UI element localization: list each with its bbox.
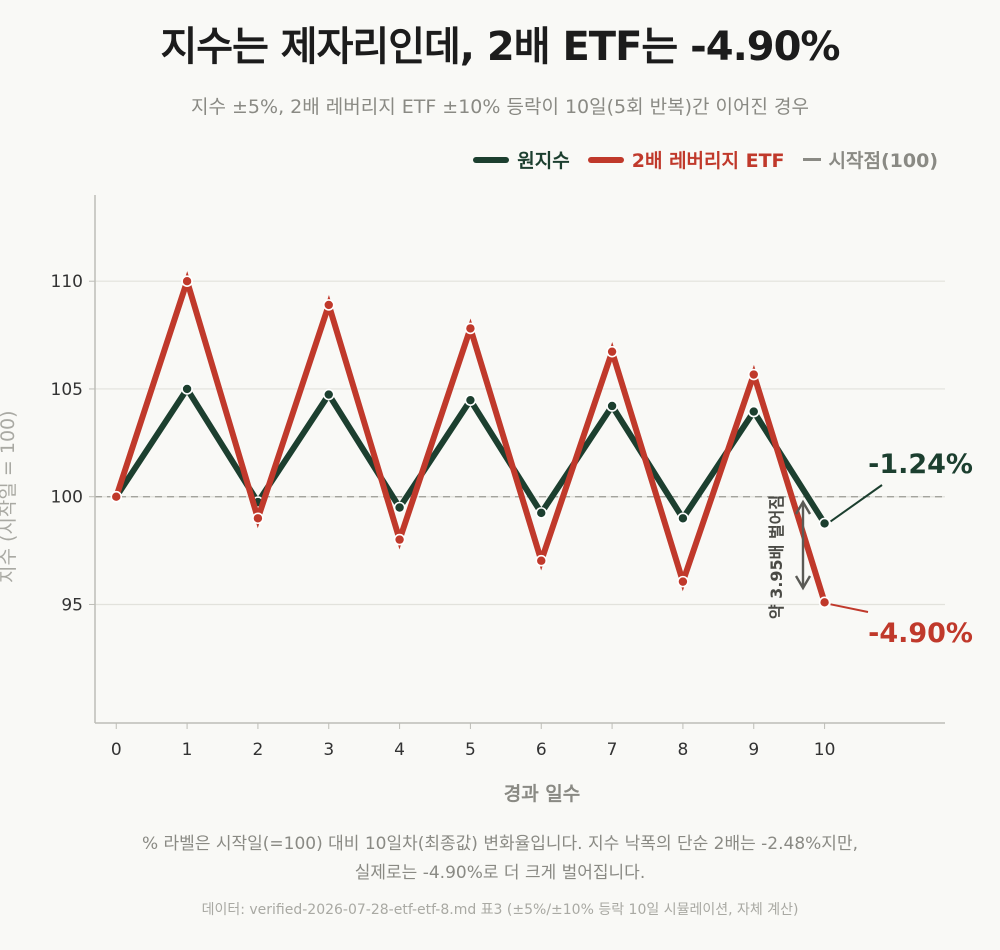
point-index-3 [322, 388, 335, 401]
gap-arrow-head-down [794, 575, 812, 591]
legend-label-etf: 2배 레버리지 ETF [631, 150, 785, 172]
chart-note: % 라벨은 시작일(=100) 대비 10일차(최종값) 변화율입니다. 지수 … [0, 830, 1000, 888]
x-tick-label-10: 10 [814, 740, 836, 760]
x-tick-label-2: 2 [253, 740, 264, 760]
point-etf-3 [322, 299, 335, 311]
x-tick-label-4: 4 [394, 740, 405, 760]
x-tick-label-9: 9 [748, 740, 759, 760]
point-etf-4 [393, 533, 406, 546]
point-index-1 [181, 383, 193, 395]
y-tick-label-100: 100 [51, 488, 83, 508]
point-etf-9 [747, 368, 760, 381]
note-line-1: % 라벨은 시작일(=100) 대비 10일차(최종값) 변화율입니다. 지수 … [141, 834, 858, 854]
legend: 원지수 2배 레버리지 ETF 시작점(100) [473, 146, 938, 173]
leader-line-etf [830, 603, 869, 613]
point-etf-6 [535, 554, 548, 567]
point-index-6 [535, 507, 548, 519]
legend-label-baseline: 시작점(100) [828, 150, 938, 172]
point-index-10 [818, 517, 831, 530]
x-tick-label-6: 6 [536, 740, 547, 760]
x-tick-label-8: 8 [678, 740, 689, 760]
point-index-8 [677, 512, 689, 525]
legend-swatch-index [473, 156, 510, 163]
gap-arrow-head-up [794, 499, 812, 515]
x-tick-label-5: 5 [465, 740, 476, 760]
data-source: 데이터: verified-2026-07-28-etf-etf-8.md 표3… [201, 902, 799, 918]
legend-swatch-etf [587, 156, 624, 163]
end-label-etf: -4.90% [868, 618, 973, 649]
chart-subtitle: 지수 ±5%, 2배 레버리지 ETF ±10% 등락이 10일(5회 반복)간… [191, 96, 809, 118]
legend-item-etf: 2배 레버리지 ETF [587, 146, 785, 173]
point-index-4 [393, 501, 406, 514]
y-tick-label-95: 95 [61, 595, 83, 615]
point-etf-0 [110, 490, 123, 503]
end-label-index: -1.24% [868, 449, 973, 480]
point-index-5 [464, 394, 477, 406]
point-etf-2 [252, 512, 264, 525]
chart-title: 지수는 제자리인데, 2배 ETF는 -4.90% [160, 24, 840, 70]
x-axis-title: 경과 일수 [504, 783, 581, 805]
legend-swatch-baseline [802, 158, 821, 161]
note-line-2: 실제로는 -4.90%로 더 크게 벌어집니다. [354, 863, 646, 883]
gap-label: 약 3.95배 벌어짐 [767, 495, 786, 619]
point-index-7 [606, 400, 618, 412]
x-tick-label-0: 0 [111, 740, 122, 760]
point-etf-7 [606, 345, 618, 358]
y-tick-label-110: 110 [51, 272, 83, 292]
legend-item-baseline: 시작점(100) [802, 146, 938, 173]
x-tick-label-3: 3 [323, 740, 334, 760]
leader-line-index [830, 484, 883, 523]
point-etf-10 [818, 596, 831, 609]
point-index-9 [747, 405, 760, 418]
x-tick-label-7: 7 [607, 740, 618, 760]
point-etf-1 [181, 275, 193, 288]
legend-label-index: 원지수 [517, 150, 570, 172]
point-etf-5 [464, 322, 477, 335]
legend-item-index: 원지수 [473, 146, 570, 173]
y-axis-title: 지수 (시작일 = 100) [0, 410, 19, 583]
point-etf-8 [677, 575, 689, 588]
x-tick-label-1: 1 [182, 740, 193, 760]
y-tick-label-105: 105 [51, 380, 83, 400]
